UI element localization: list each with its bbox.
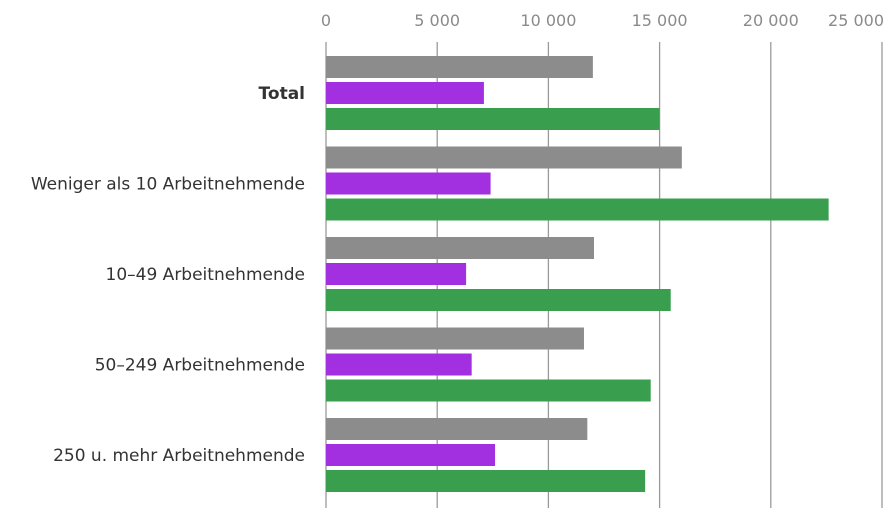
x-tick-label: 0 bbox=[321, 11, 331, 30]
x-tick-label: 15 000 bbox=[632, 11, 688, 30]
bar bbox=[326, 327, 584, 350]
bar bbox=[326, 146, 682, 169]
bar bbox=[326, 108, 660, 130]
bar bbox=[326, 263, 467, 285]
x-tick-label: 20 000 bbox=[743, 11, 799, 30]
x-tick-label: 5 000 bbox=[414, 11, 460, 30]
x-axis-ticks: 0 5 000 10 000 15 000 20 000 25 000 bbox=[321, 11, 884, 30]
bar bbox=[326, 289, 671, 311]
category-label: 50–249 Arbeitnehmende bbox=[95, 356, 305, 376]
x-tick-label: 10 000 bbox=[520, 11, 576, 30]
bar bbox=[326, 418, 588, 440]
bar bbox=[326, 470, 646, 492]
category-label: 10–49 Arbeitnehmende bbox=[106, 265, 305, 285]
bar bbox=[326, 444, 496, 466]
bar bbox=[326, 172, 491, 195]
bar bbox=[326, 237, 594, 259]
category-labels: Total Weniger als 10 Arbeitnehmende 10–49 … bbox=[31, 84, 305, 466]
bar bbox=[326, 353, 472, 376]
bars bbox=[326, 56, 829, 492]
category-label: Weniger als 10 Arbeitnehmende bbox=[31, 175, 305, 195]
x-tick-label: 25 000 bbox=[828, 11, 884, 30]
bar bbox=[326, 379, 651, 402]
category-label: Total bbox=[259, 84, 305, 104]
bar bbox=[326, 198, 829, 221]
bar bbox=[326, 82, 484, 104]
bar bbox=[326, 56, 593, 78]
category-label: 250 u. mehr Arbeitnehmende bbox=[53, 446, 305, 466]
